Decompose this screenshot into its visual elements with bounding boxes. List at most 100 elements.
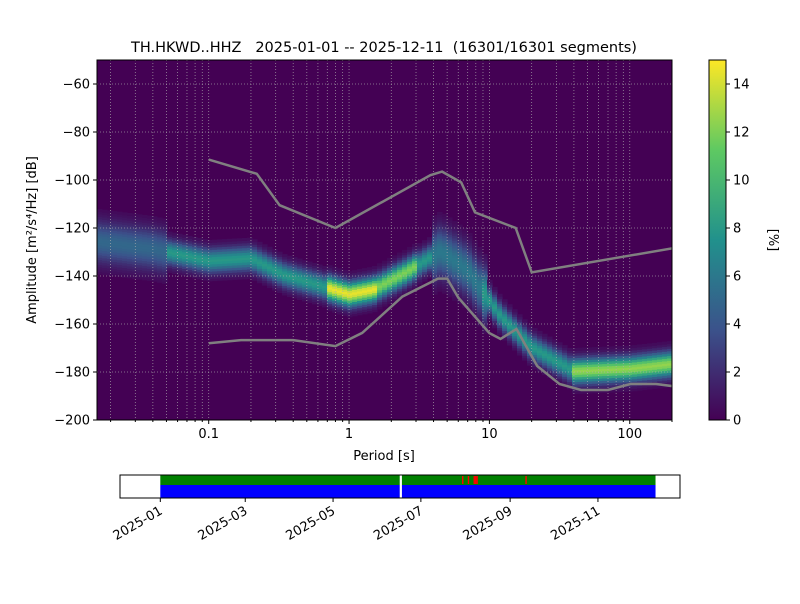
- heatmap-cell: [372, 299, 378, 303]
- heatmap-cell: [102, 212, 108, 216]
- heatmap-cell: [487, 282, 493, 286]
- heatmap-cell: [362, 299, 368, 303]
- heatmap-cell: [222, 246, 228, 250]
- heatmap-cell: [422, 256, 428, 260]
- heatmap-cell: [332, 278, 338, 282]
- heatmap-cell: [387, 281, 393, 285]
- heatmap-cell: [247, 254, 253, 258]
- heatmap-cell: [562, 364, 568, 368]
- heatmap-cell: [337, 306, 343, 310]
- heatmap-cell: [102, 248, 108, 252]
- heatmap-cell: [492, 322, 498, 326]
- heatmap-cell: [152, 245, 158, 249]
- heatmap-cell: [492, 291, 498, 295]
- heatmap-cell: [667, 350, 672, 354]
- heatmap-cell: [407, 268, 413, 272]
- heatmap-cell: [582, 381, 588, 385]
- heatmap-cell: [192, 256, 198, 260]
- heatmap-cell: [117, 223, 123, 227]
- heatmap-cell: [477, 299, 483, 303]
- heatmap-cell: [487, 306, 493, 310]
- heatmap-cell: [97, 257, 103, 261]
- heatmap-cell: [272, 256, 278, 260]
- heatmap-cell: [472, 249, 478, 253]
- heatmap-cell: [122, 233, 128, 237]
- heatmap-cell: [432, 282, 438, 286]
- heatmap-cell: [247, 271, 253, 275]
- heatmap-cell: [297, 273, 303, 277]
- heatmap-cell: [427, 265, 433, 269]
- heatmap-cell: [362, 294, 368, 298]
- heatmap-cell: [567, 371, 573, 375]
- heatmap-cell: [452, 276, 458, 280]
- heatmap-cell: [557, 351, 563, 355]
- heatmap-cell: [152, 221, 158, 225]
- heatmap-cell: [142, 246, 148, 250]
- heatmap-cell: [367, 308, 373, 312]
- heatmap-cell: [317, 295, 323, 299]
- heatmap-cell: [267, 275, 273, 279]
- heatmap-cell: [532, 328, 538, 332]
- heatmap-cell: [152, 216, 158, 220]
- heatmap-cell: [552, 341, 558, 345]
- heatmap-cell: [477, 302, 483, 306]
- timeline-overlap-mark: [462, 476, 464, 484]
- heatmap-cell: [457, 286, 463, 290]
- heatmap-cell: [127, 215, 133, 219]
- heatmap-cell: [517, 321, 523, 325]
- heatmap-cell: [252, 248, 258, 252]
- heatmap-cell: [607, 368, 613, 372]
- heatmap-cell: [567, 374, 573, 378]
- heatmap-cell: [372, 302, 378, 305]
- heatmap-cell: [292, 288, 298, 292]
- heatmap-cell: [102, 219, 108, 223]
- heatmap-cell: [652, 354, 658, 358]
- heatmap-cell: [102, 231, 108, 235]
- heatmap-cell: [447, 251, 453, 255]
- heatmap-cell: [617, 379, 623, 383]
- heatmap-cell: [647, 362, 653, 366]
- heatmap-cell: [142, 262, 148, 266]
- heatmap-cell: [582, 364, 588, 368]
- heatmap-cell: [437, 211, 443, 215]
- heatmap-cell: [482, 296, 488, 300]
- heatmap-cell: [667, 357, 672, 361]
- heatmap-cell: [282, 273, 288, 277]
- heatmap-cell: [532, 349, 538, 353]
- heatmap-cell: [462, 292, 468, 296]
- heatmap-cell: [127, 236, 133, 240]
- heatmap-cell: [127, 246, 133, 250]
- heatmap-cell: [372, 275, 378, 279]
- heatmap-cell: [97, 264, 103, 268]
- heatmap-cell: [257, 275, 263, 279]
- heatmap-cell: [437, 235, 443, 239]
- heatmap-cell: [322, 290, 328, 294]
- heatmap-cell: [472, 292, 478, 296]
- heatmap-cell: [192, 272, 198, 276]
- heatmap-cell: [122, 267, 128, 271]
- heatmap-cell: [557, 371, 563, 375]
- heatmap-cell: [452, 273, 458, 277]
- heatmap-cell: [607, 358, 613, 362]
- heatmap-cell: [117, 230, 123, 234]
- heatmap-cell: [227, 267, 233, 271]
- heatmap-cell: [632, 347, 638, 351]
- heatmap-cell: [452, 271, 458, 275]
- heatmap-cell: [402, 285, 408, 289]
- heatmap-cell: [157, 253, 163, 257]
- heatmap-cell: [272, 268, 278, 272]
- heatmap-cell: [447, 236, 453, 240]
- heatmap-cell: [622, 365, 628, 369]
- heatmap-cell: [127, 217, 133, 221]
- heatmap-cell: [312, 301, 318, 305]
- heatmap-cell: [197, 238, 203, 242]
- heatmap-cell: [407, 263, 413, 267]
- heatmap-cell: [142, 214, 148, 218]
- heatmap-cell: [537, 369, 543, 373]
- heatmap-cell: [452, 223, 458, 227]
- heatmap-cell: [162, 278, 168, 282]
- heatmap-cell: [197, 262, 203, 266]
- heatmap-cell: [507, 316, 513, 320]
- heatmap-cell: [437, 240, 443, 244]
- heatmap-cell: [212, 270, 218, 274]
